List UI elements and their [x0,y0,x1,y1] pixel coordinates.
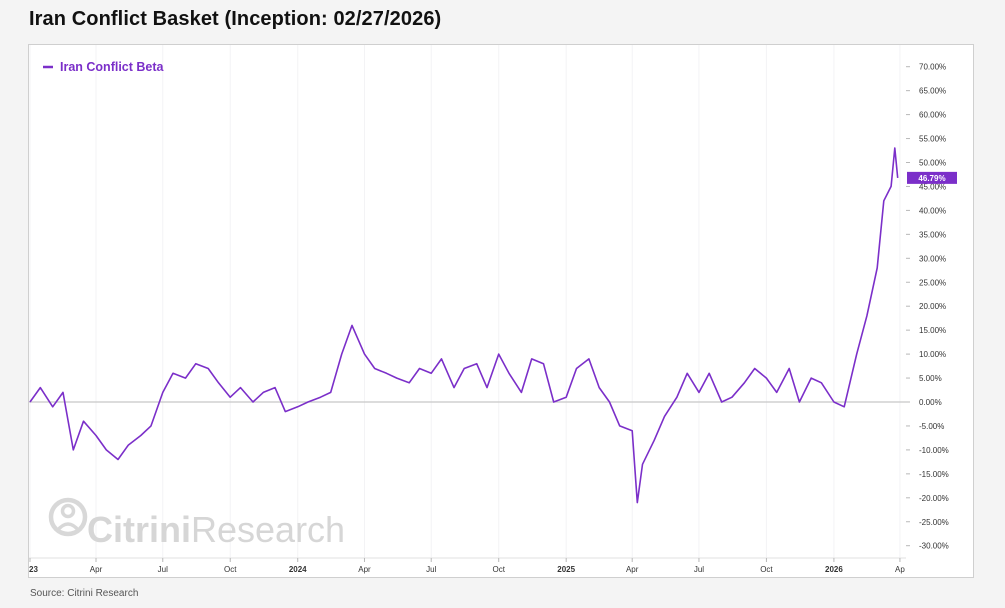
y-axis: 70.00% 65.00% 60.00% 55.00% 50.00% 45.00% 40.0… [906,63,949,551]
y-tick-label-0: 70.00% [919,63,946,72]
y-tick-label-14: 0.00% [919,398,942,407]
series-line-0 [29,147,899,504]
y-tick-label-5: 45.00% [919,182,946,191]
line-chart: CitriniResearch 70.00% 65.00% 60.00% 55.00%… [29,45,957,574]
y-tick-label-13: 5.00% [919,374,942,383]
y-tick-label-8: 30.00% [919,254,946,263]
grid-lines [29,45,901,558]
y-tick-label-12: 10.00% [919,350,946,359]
y-tick-label-20: -30.00% [919,542,949,551]
x-tick-label-0: 23 [29,565,38,574]
y-tick-label-9: 25.00% [919,278,946,287]
source-note: Source: Citrini Research [30,588,139,599]
x-tick-label-1: Apr [90,565,103,574]
x-tick-label-9: Apr [626,565,639,574]
y-tick-label-19: -25.00% [919,518,949,527]
y-tick-label-7: 35.00% [919,230,946,239]
x-tick-label-7: Oct [492,565,505,574]
x-tick-label-8: 2025 [557,565,575,574]
y-tick-label-11: 15.00% [919,326,946,335]
y-tick-label-1: 65.00% [919,87,946,96]
series-lines [29,147,899,504]
x-tick-label-6: Jul [426,565,436,574]
y-tick-label-4: 50.00% [919,159,946,168]
y-tick-label-17: -15.00% [919,470,949,479]
chart-title: Iran Conflict Basket (Inception: 02/27/2… [29,8,442,30]
y-tick-label-6: 40.00% [919,206,946,215]
chart-panel: CitriniResearch 70.00% 65.00% 60.00% 55.00%… [28,44,974,578]
last-value-badge-0 [907,171,957,184]
legend-label-iran-conflict-beta: Iran Conflict Beta [60,60,165,74]
svg-text:CitriniResearch: CitriniResearch [87,509,345,550]
x-axis: 23 Apr Jul Oct 2024 Apr Jul Oct 2025 Apr Jul Oct 202… [29,558,905,574]
x-tick-label-13: Ap [895,565,905,574]
y-tick-label-18: -20.00% [919,494,949,503]
x-tick-label-2: Jul [158,565,168,574]
x-tick-label-5: Apr [358,565,371,574]
x-tick-label-3: Oct [224,565,237,574]
last-value-text-0: 46.79% [918,174,945,183]
citrini-research-logo: CitriniResearch [48,497,345,550]
last-value-label: 46.79% [907,171,957,184]
watermark-citrini: Citrini [87,509,191,550]
watermark-research: Research [191,509,345,550]
y-tick-label-2: 60.00% [919,111,946,120]
y-tick-label-3: 55.00% [919,135,946,144]
y-tick-label-16: -10.00% [919,446,949,455]
x-tick-label-4: 2024 [289,565,307,574]
y-tick-label-10: 20.00% [919,302,946,311]
x-tick-label-11: Oct [760,565,773,574]
x-tick-label-12: 2026 [825,565,843,574]
y-tick-label-15: -5.00% [919,422,944,431]
x-tick-label-10: Jul [694,565,704,574]
legend: Iran Conflict Beta [43,60,165,74]
